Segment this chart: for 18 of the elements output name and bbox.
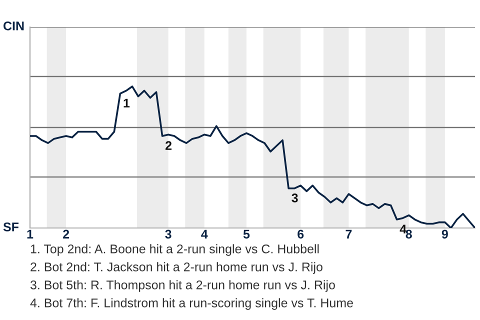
- x-tick-label: 7: [346, 230, 352, 238]
- annotation: 2: [166, 141, 172, 150]
- text: 3. Bot 5th: R. Thompson hit a 2-run home run vs J. Rijo: [30, 280, 335, 292]
- annotation: 3: [292, 194, 298, 202]
- x-tick-label: 4: [201, 230, 208, 238]
- text: CIN: [4, 22, 24, 30]
- x-tick-label: 9: [442, 230, 448, 239]
- text: 1. Top 2nd: A. Boone hit a 2-run single vs C. Hubbell: [30, 244, 319, 256]
- text: 2. Bot 2nd: T. Jackson hit a 2-run home run vs J. Rijo: [30, 262, 322, 274]
- x-tick-label: 3: [165, 230, 172, 239]
- x-tick-label: 8: [406, 230, 412, 239]
- annotation: 1: [124, 98, 130, 108]
- x-tick-label: 6: [298, 230, 304, 239]
- x-tick-label: 2: [63, 230, 70, 238]
- text: SF: [3, 222, 19, 232]
- x-tick-label: 1: [27, 230, 34, 238]
- text: 4. Bot 7th: F. Lindstrom hit a run-scoring single vs T. Hume: [30, 298, 353, 310]
- x-tick-label: 5: [243, 230, 250, 239]
